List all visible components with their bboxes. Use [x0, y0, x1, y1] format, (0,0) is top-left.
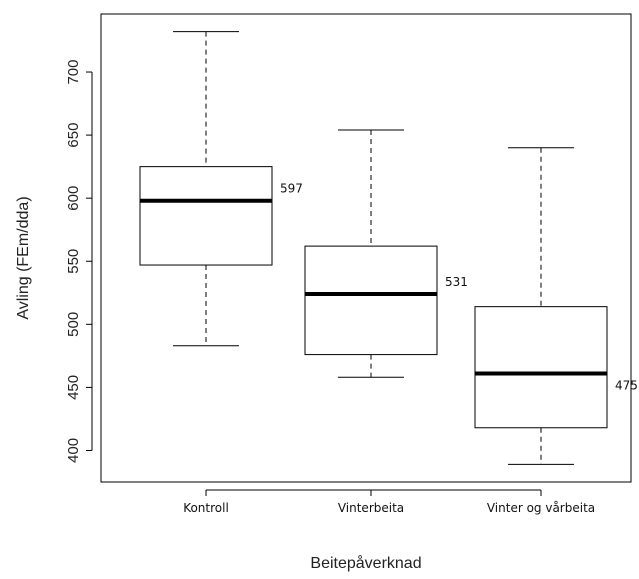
box-series: 597 531 475	[139, 31, 638, 465]
plot-frame	[100, 13, 632, 483]
y-axis-label: Avling (FEm/dda)	[15, 196, 32, 319]
y-axis: 400 450 500 550 600 650 700	[65, 60, 93, 463]
box-group: 475	[474, 147, 638, 465]
y-tick-label: 400	[65, 438, 82, 463]
x-tick-label: Kontroll	[183, 501, 229, 515]
value-annotation: 475	[615, 379, 638, 393]
x-tick-label: Vinter og vårbeita	[487, 501, 595, 515]
y-tick-label: 700	[65, 60, 82, 85]
box-iqr	[139, 166, 273, 266]
value-annotation: 531	[445, 275, 468, 289]
y-tick-label: 600	[65, 186, 82, 211]
box-group: 597	[139, 31, 303, 347]
x-axis: Kontroll Vinterbeita Vinter og vårbeita	[183, 489, 595, 515]
y-tick-label: 550	[65, 249, 82, 274]
value-annotation: 597	[280, 182, 303, 196]
x-axis-label: Beitepåverknad	[310, 554, 421, 572]
y-tick-label: 500	[65, 312, 82, 337]
y-tick-label: 450	[65, 375, 82, 400]
x-tick-label: Vinterbeita	[338, 501, 404, 515]
box-iqr	[474, 306, 608, 429]
y-tick-label: 650	[65, 123, 82, 148]
box-iqr	[304, 245, 438, 356]
box-group: 531	[304, 129, 468, 378]
